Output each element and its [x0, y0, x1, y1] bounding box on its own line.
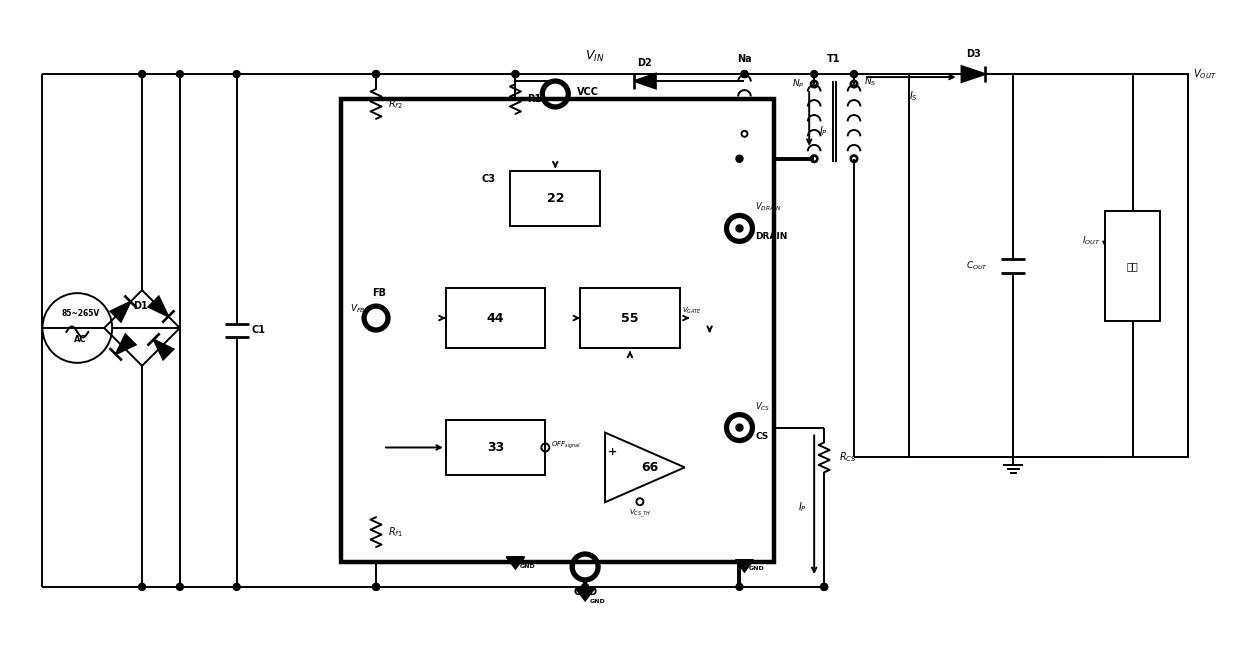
Circle shape	[139, 583, 145, 590]
Circle shape	[742, 71, 748, 78]
Circle shape	[372, 71, 379, 78]
Circle shape	[742, 71, 748, 78]
Text: $I_P$: $I_P$	[820, 125, 828, 138]
Bar	[580, 288, 680, 348]
Text: R1: R1	[527, 94, 542, 104]
Text: GND: GND	[590, 599, 606, 604]
Text: $V_{CS\_TH}$: $V_{CS\_TH}$	[629, 508, 651, 520]
Text: $V_{GATE}$: $V_{GATE}$	[682, 306, 702, 316]
Text: 66: 66	[641, 461, 658, 474]
Circle shape	[233, 583, 241, 590]
Polygon shape	[735, 560, 754, 571]
Polygon shape	[154, 340, 174, 360]
Circle shape	[811, 71, 817, 78]
Circle shape	[372, 71, 379, 78]
Polygon shape	[634, 74, 656, 89]
Text: 22: 22	[547, 192, 564, 205]
Circle shape	[737, 155, 743, 162]
Text: GND: GND	[749, 566, 764, 571]
Circle shape	[512, 71, 518, 78]
Polygon shape	[577, 589, 594, 601]
Text: 44: 44	[487, 311, 505, 325]
Circle shape	[821, 583, 827, 590]
Circle shape	[139, 71, 145, 78]
Bar	[511, 171, 600, 226]
Text: $I_P$: $I_P$	[797, 500, 807, 514]
Bar	[445, 288, 546, 348]
Circle shape	[176, 583, 184, 590]
Circle shape	[737, 225, 743, 232]
Text: $C_{OUT}$: $C_{OUT}$	[966, 259, 988, 272]
Text: GND: GND	[520, 564, 536, 569]
Text: +: +	[608, 447, 616, 458]
Text: $V_{DRAIN}$: $V_{DRAIN}$	[755, 201, 781, 214]
Text: 55: 55	[621, 311, 639, 325]
Circle shape	[821, 583, 827, 590]
Text: $V_{FB}$: $V_{FB}$	[351, 302, 366, 315]
Bar	[1105, 211, 1161, 321]
Text: D2: D2	[637, 58, 652, 68]
Circle shape	[372, 583, 379, 590]
Polygon shape	[149, 296, 169, 317]
Circle shape	[176, 71, 184, 78]
Text: C3: C3	[481, 174, 496, 183]
Bar	[341, 99, 774, 562]
Text: $N_P$: $N_P$	[791, 78, 805, 90]
Circle shape	[512, 71, 518, 78]
Circle shape	[851, 71, 858, 78]
Text: $V_{IN}$: $V_{IN}$	[585, 49, 605, 64]
Text: 33: 33	[487, 441, 505, 454]
Bar	[909, 74, 1188, 458]
Text: Na: Na	[737, 54, 751, 64]
Text: $OFF_{signal}$: $OFF_{signal}$	[552, 439, 582, 451]
Polygon shape	[110, 302, 130, 322]
Text: FB: FB	[372, 288, 386, 298]
Circle shape	[372, 583, 379, 590]
Text: $R_{f1}$: $R_{f1}$	[388, 525, 403, 539]
Text: AC: AC	[74, 336, 87, 344]
Text: 负载: 负载	[1127, 261, 1138, 271]
Polygon shape	[961, 66, 986, 82]
Circle shape	[737, 583, 743, 590]
Text: CS: CS	[755, 432, 769, 441]
Polygon shape	[115, 334, 135, 355]
Text: DRAIN: DRAIN	[755, 232, 787, 242]
Circle shape	[737, 424, 743, 431]
Text: $R_{f2}$: $R_{f2}$	[388, 97, 403, 111]
Text: D3: D3	[966, 49, 981, 59]
Circle shape	[582, 583, 589, 590]
Text: VCC: VCC	[577, 87, 599, 97]
Text: $I_S$: $I_S$	[909, 89, 919, 103]
Text: C1: C1	[252, 325, 265, 336]
Circle shape	[233, 71, 241, 78]
Text: $N_S$: $N_S$	[864, 76, 877, 88]
Text: $V_{CS}$: $V_{CS}$	[755, 400, 771, 413]
Text: $R_{CS}$: $R_{CS}$	[839, 451, 857, 464]
Bar	[445, 420, 546, 475]
Text: D1: D1	[133, 301, 148, 311]
Text: $I_{OUT}$: $I_{OUT}$	[1083, 234, 1100, 247]
Text: 85~265V: 85~265V	[61, 309, 99, 317]
Text: T1: T1	[827, 54, 841, 64]
Text: $V_{OUT}$: $V_{OUT}$	[1193, 67, 1216, 81]
Polygon shape	[506, 557, 525, 569]
Text: GND: GND	[573, 587, 598, 597]
